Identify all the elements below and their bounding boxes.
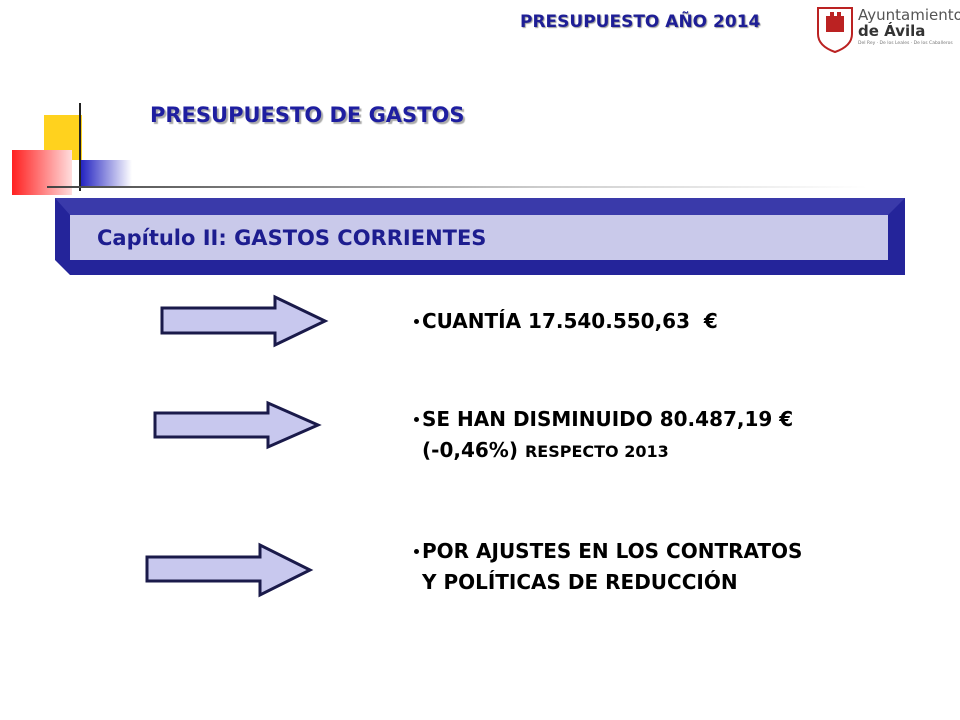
logo-motto: Del Rey · De los Leales · De los Caballe… [858, 41, 953, 46]
banner-bevel [55, 198, 905, 215]
arrows [145, 294, 329, 598]
bullet: POR AJUSTES EN LOS CONTRATOS Y POLÍTICAS … [414, 536, 802, 598]
logo-text: de Ávila [858, 22, 925, 40]
logo-city: de Ávila [858, 22, 926, 40]
arrow [145, 542, 314, 598]
arrow [160, 294, 329, 348]
bullet-line: CUANTÍA 17.540.550,63 € [422, 309, 718, 333]
bullet-line: Y POLÍTICAS DE REDUCCIÓN [422, 570, 738, 594]
bullet-suffix: RESPECTO 2013 [524, 442, 669, 461]
bullet-dot [414, 549, 419, 554]
banner-text: Capítulo II: GASTOS CORRIENTES [97, 226, 487, 250]
bullet-line: POR AJUSTES EN LOS CONTRATOS [422, 539, 803, 563]
logo-shield [817, 7, 853, 54]
horizontal-rule [47, 186, 867, 188]
bullet-line: SE HAN DISMINUIDO 80.487,19 € [422, 407, 794, 431]
banner-panel [70, 215, 888, 260]
header-title: PRESUPUESTO AÑO 2014 [520, 12, 761, 32]
vertical-rule [79, 103, 81, 191]
slide-title: PRESUPUESTO DE GASTOS [150, 103, 465, 127]
arrow [153, 400, 322, 450]
bullet: SE HAN DISMINUIDO 80.487,19 € (-0,46%) RE… [414, 404, 793, 467]
red-square [12, 150, 72, 195]
logo-text: Ayuntamiento [858, 6, 960, 24]
bullet-dot [414, 319, 419, 324]
bullet-dot [414, 417, 419, 422]
bullet: CUANTÍA 17.540.550,63 € [414, 306, 718, 337]
blue-square [80, 160, 132, 188]
bullet-line: (-0,46%) RESPECTO 2013 [422, 438, 669, 462]
